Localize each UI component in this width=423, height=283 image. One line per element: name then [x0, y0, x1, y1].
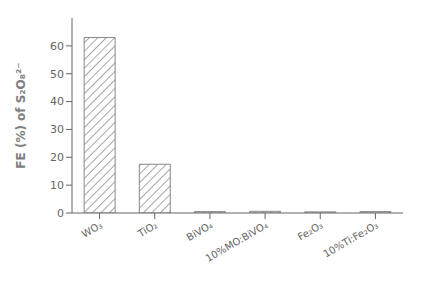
- svg-text:10%MO:BiVO₄: 10%MO:BiVO₄: [203, 219, 269, 264]
- svg-text:Fe₂O₃: Fe₂O₃: [296, 219, 325, 242]
- svg-text:20: 20: [50, 151, 64, 164]
- svg-text:0: 0: [57, 207, 64, 220]
- svg-text:10%Ti:Fe₂O₃: 10%Ti:Fe₂O₃: [321, 219, 380, 259]
- svg-text:50: 50: [50, 68, 64, 81]
- svg-text:BiVO₄: BiVO₄: [185, 219, 215, 243]
- svg-text:60: 60: [50, 40, 64, 53]
- svg-text:40: 40: [50, 95, 64, 108]
- svg-text:TiO₂: TiO₂: [135, 219, 159, 239]
- svg-text:FE (%) of S₂O₈²⁻: FE (%) of S₂O₈²⁻: [14, 62, 28, 168]
- svg-text:10: 10: [50, 179, 64, 192]
- svg-text:30: 30: [50, 123, 64, 136]
- svg-text:WO₃: WO₃: [80, 219, 104, 239]
